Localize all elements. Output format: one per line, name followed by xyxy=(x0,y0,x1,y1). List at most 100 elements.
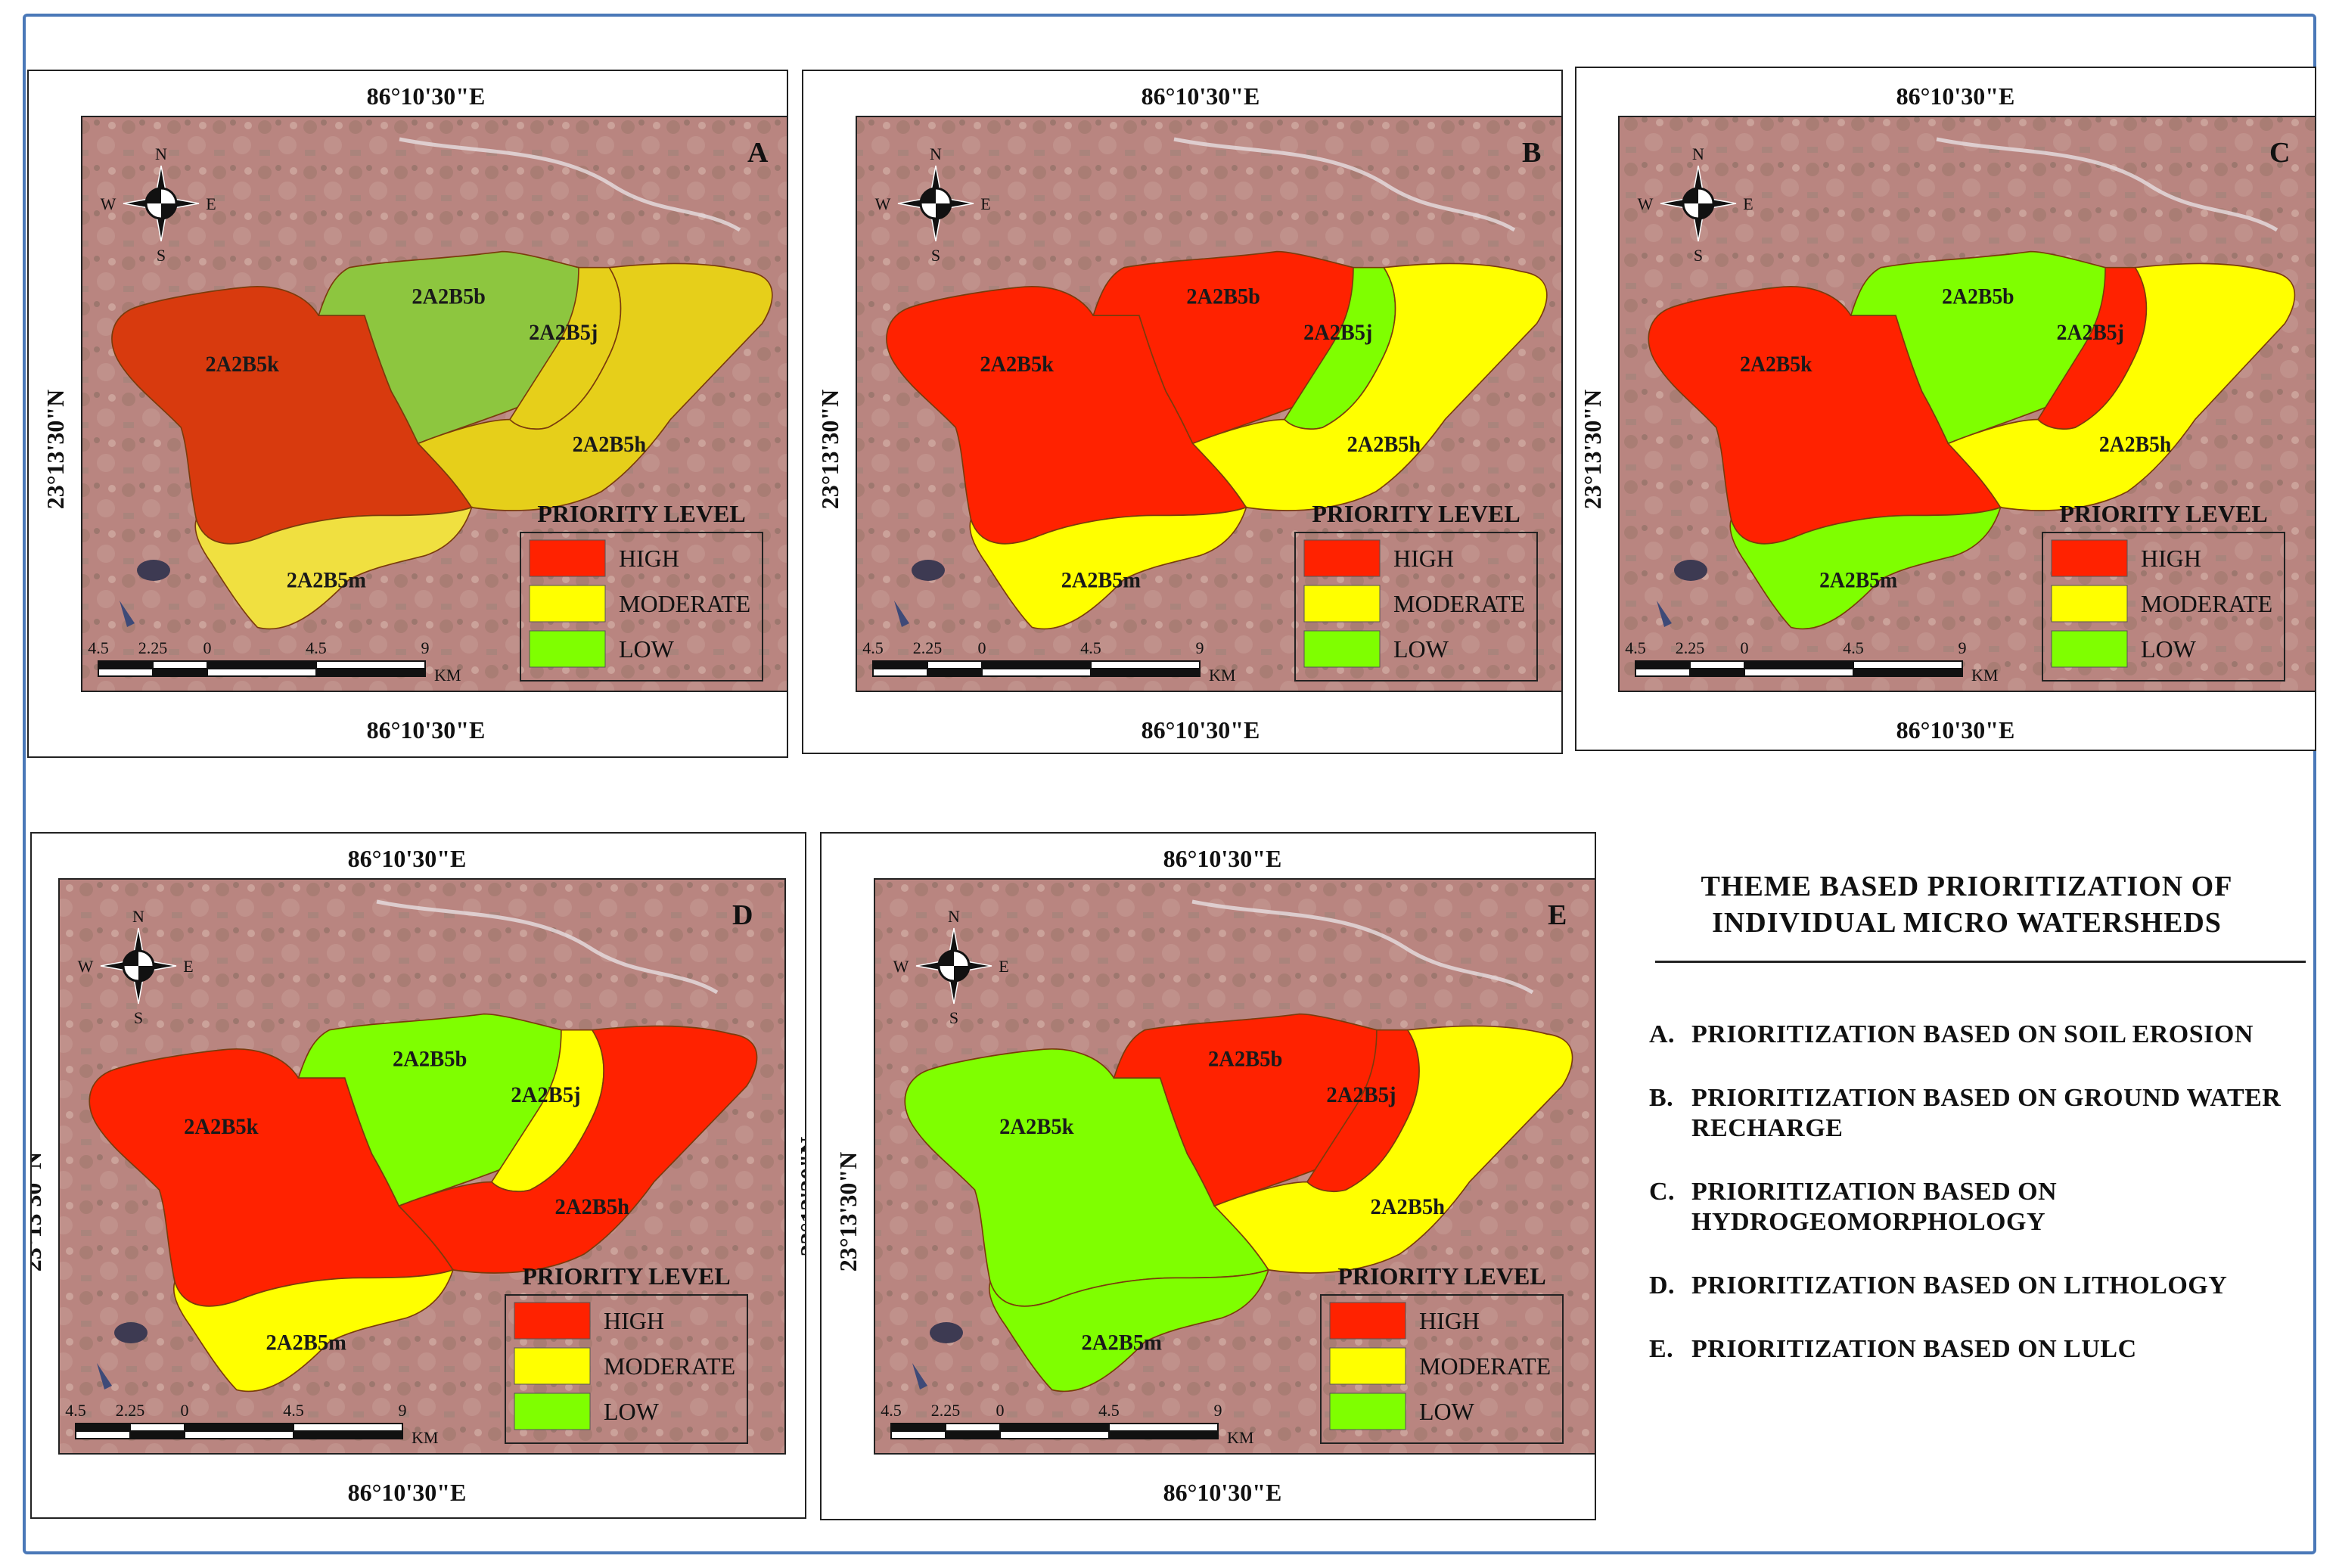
coord-top: 86°10'30"E xyxy=(348,845,467,872)
compass-label-e: E xyxy=(183,957,193,976)
scale-label: 9 xyxy=(399,1401,407,1420)
coord-left: 23°13'30"N xyxy=(42,390,69,510)
watershed-label: 2A2B5m xyxy=(1082,1330,1162,1355)
map-svg: 2A2B5k 2A2B5b 2A2B5j 2A2B5h 2A2B5m E 86°10'30"… xyxy=(834,845,1595,1506)
coord-top: 86°10'30"E xyxy=(367,82,486,110)
lake-shape xyxy=(114,1322,148,1343)
river-line xyxy=(1173,137,1516,232)
theme-item-code: C. xyxy=(1649,1178,1676,1206)
watershed-label: 2A2B5j xyxy=(1326,1082,1396,1107)
theme-title-line1: THEME BASED PRIORITIZATION OF xyxy=(1701,871,2233,902)
legend-label-high: HIGH xyxy=(619,545,679,572)
scale-label: 4.5 xyxy=(65,1401,86,1420)
watershed-label: 2A2B5h xyxy=(573,432,646,457)
scale-label: 9 xyxy=(1214,1401,1222,1420)
compass-label-e: E xyxy=(206,194,216,213)
scale-label: 0 xyxy=(203,638,212,657)
scale-label: 4.5 xyxy=(88,638,109,657)
legend-box xyxy=(1294,532,1538,682)
scale-label: 0 xyxy=(978,638,986,657)
lake-shape xyxy=(1674,560,1707,581)
compass-label-w: W xyxy=(101,194,116,213)
panel-letter: C xyxy=(2269,137,2290,169)
watershed-label: 2A2B5m xyxy=(1061,568,1141,593)
scale-label: 4.5 xyxy=(862,638,884,657)
watershed-2a2b5h xyxy=(417,262,773,511)
legend-swatch-moderate xyxy=(1303,585,1381,623)
watershed-group: 2A2B5k 2A2B5b 2A2B5j 2A2B5h 2A2B5m xyxy=(1648,250,2296,630)
compass-label-w: W xyxy=(875,194,891,213)
watershed-label: 2A2B5k xyxy=(1740,352,1812,377)
coord-bottom: 86°10'30"E xyxy=(1163,1479,1282,1506)
legend-swatch-high xyxy=(514,1302,591,1340)
watershed-label: 2A2B5j xyxy=(529,320,598,345)
watershed-2a2b5m xyxy=(172,1268,455,1393)
theme-item-code: E. xyxy=(1649,1335,1674,1363)
watershed-label: 2A2B5j xyxy=(2057,320,2124,345)
coord-left: 23°13'30"N xyxy=(1579,390,1606,510)
watershed-label: 2A2B5b xyxy=(1942,284,2014,309)
scale-label: 2.25 xyxy=(1676,638,1705,657)
theme-item-text: PRIORITIZATION BASED ON HYDROGEOMORPHOLO… xyxy=(1691,1178,2058,1236)
lake-shape xyxy=(97,1363,112,1389)
coord-bottom: 86°10'30"E xyxy=(348,1479,467,1506)
compass-label-n: N xyxy=(1692,144,1704,163)
panel-letter: E xyxy=(1548,899,1567,931)
compass-label-n: N xyxy=(948,907,960,926)
legend-title: PRIORITY LEVEL xyxy=(522,1262,730,1290)
legend-label-high: HIGH xyxy=(2141,545,2201,572)
theme-item-text: PRIORITIZATION BASED ON LULC xyxy=(1691,1335,2137,1363)
watershed-2a2b5m xyxy=(194,506,473,630)
lake-shape xyxy=(912,1363,927,1389)
map-panel-d: 2A2B5k 2A2B5b 2A2B5j 2A2B5h 2A2B5m D 86°10'30"… xyxy=(30,832,806,1519)
theme-item-b: B. PRIORITIZATION BASED ON GROUND WATER R… xyxy=(1649,1083,2315,1144)
scale-label: 2.25 xyxy=(931,1401,961,1420)
lake-shape xyxy=(930,1322,963,1343)
compass-icon: N S E W xyxy=(78,907,194,1027)
watershed-label: 2A2B5k xyxy=(999,1115,1074,1140)
scale-unit: KM xyxy=(1971,666,1998,685)
coord-left: 23°13'30"N xyxy=(816,390,843,510)
scale-unit: KM xyxy=(412,1428,438,1447)
legend-swatch-low xyxy=(529,630,606,668)
theme-title-line2: INDIVIDUAL MICRO WATERSHEDS xyxy=(1712,907,2222,939)
theme-item-code: A. xyxy=(1649,1020,1676,1048)
scale-label: 0 xyxy=(996,1401,1005,1420)
legend-box xyxy=(1320,1294,1564,1444)
theme-list: A. PRIORITIZATION BASED ON SOIL EROSION B… xyxy=(1649,1020,2315,1398)
watershed-label: 2A2B5h xyxy=(2099,432,2171,457)
compass-label-s: S xyxy=(1694,246,1703,265)
legend-swatch-low xyxy=(1303,630,1381,668)
watershed-label: 2A2B5k xyxy=(980,352,1054,377)
scale-bar: 4.5 2.25 0 4.5 9KM xyxy=(65,1401,438,1447)
scale-bar: 4.5 2.25 0 4.5 9KM xyxy=(1625,638,1998,685)
lake-shape xyxy=(912,560,945,581)
scale-bar: 4.5 2.25 0 4.5 9KM xyxy=(88,638,461,685)
legend-label-low: LOW xyxy=(2141,635,2197,663)
watershed-label: 2A2B5h xyxy=(1347,432,1421,457)
theme-item-e: E. PRIORITIZATION BASED ON LULC xyxy=(1649,1334,2315,1365)
coord-right: 23°13'30"N xyxy=(795,1137,805,1257)
watershed-label: 2A2B5m xyxy=(1819,568,1897,593)
watershed-label: 2A2B5m xyxy=(287,568,366,593)
legend-swatch-high xyxy=(1303,539,1381,577)
watershed-label: 2A2B5k xyxy=(205,352,279,377)
scale-bar: 4.5 2.25 0 4.5 9KM xyxy=(862,638,1235,685)
legend-swatch-low xyxy=(1329,1393,1406,1430)
river-line xyxy=(1936,137,2278,232)
scale-label: 0 xyxy=(181,1401,189,1420)
theme-item-code: D. xyxy=(1649,1271,1676,1299)
compass-label-w: W xyxy=(893,957,909,976)
legend-label-low: LOW xyxy=(1419,1398,1475,1425)
scale-label: 2.25 xyxy=(913,638,943,657)
watershed-label: 2A2B5k xyxy=(184,1115,259,1140)
legend-label-low: LOW xyxy=(619,635,675,663)
watershed-group: 2A2B5k 2A2B5b 2A2B5j 2A2B5h 2A2B5m xyxy=(904,1013,1573,1393)
compass-icon: N S E W xyxy=(101,144,216,265)
legend-label-high: HIGH xyxy=(604,1307,664,1334)
legend-box xyxy=(2042,532,2285,682)
legend-swatch-moderate xyxy=(529,585,606,623)
theme-divider xyxy=(1655,961,2306,963)
legend-title: PRIORITY LEVEL xyxy=(1337,1262,1545,1290)
legend-swatch-moderate xyxy=(1329,1347,1406,1385)
